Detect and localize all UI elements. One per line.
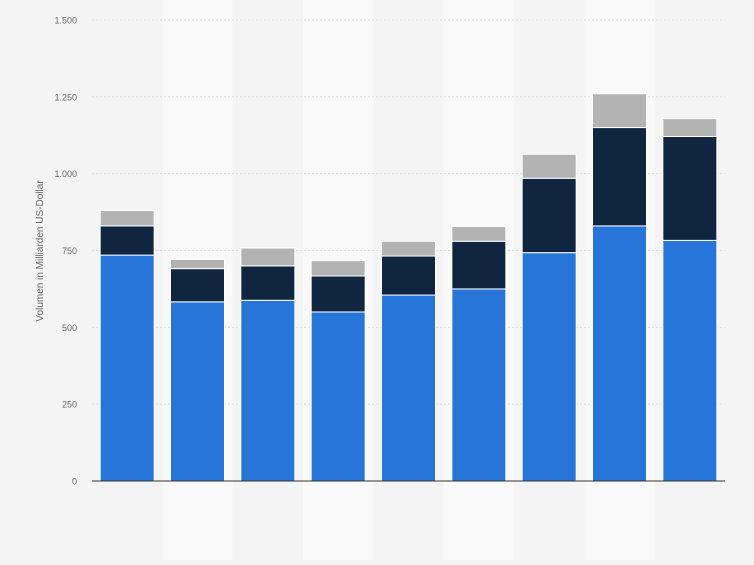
bar-segment-series-2[interactable] bbox=[592, 127, 647, 227]
bar-segment-series-2[interactable] bbox=[381, 255, 436, 296]
bar-segment-series-3[interactable] bbox=[521, 153, 577, 179]
y-tick-label: 1.000 bbox=[54, 169, 77, 179]
bar-segment-series-2[interactable] bbox=[170, 268, 225, 303]
bar-segment-series-1[interactable] bbox=[310, 311, 366, 482]
bar-segment-series-3[interactable] bbox=[592, 93, 647, 129]
bar-segment-series-3[interactable] bbox=[310, 260, 366, 277]
y-tick-label: 500 bbox=[62, 323, 77, 333]
bar-segment-series-3[interactable] bbox=[451, 226, 507, 242]
bar-segment-series-3[interactable] bbox=[662, 118, 718, 137]
bar-segment-series-1[interactable] bbox=[662, 239, 718, 482]
bar-segment-series-1[interactable] bbox=[381, 294, 436, 482]
bar-segment-series-3[interactable] bbox=[170, 258, 225, 270]
bar-segment-series-1[interactable] bbox=[592, 225, 647, 482]
bar-segment-series-1[interactable] bbox=[240, 299, 296, 482]
y-tick-label: 250 bbox=[62, 400, 77, 410]
bar-segment-series-3[interactable] bbox=[99, 210, 155, 227]
bar-segment-series-3[interactable] bbox=[240, 247, 296, 267]
bar-segment-series-2[interactable] bbox=[240, 265, 296, 301]
bar-segment-series-2[interactable] bbox=[451, 240, 507, 290]
bar-segment-series-2[interactable] bbox=[521, 177, 577, 254]
bars bbox=[99, 93, 718, 482]
y-tick-label: 750 bbox=[62, 246, 77, 256]
y-tick-label: 0 bbox=[72, 477, 77, 487]
bar-segment-series-2[interactable] bbox=[310, 275, 366, 313]
bar-segment-series-1[interactable] bbox=[451, 288, 507, 482]
y-axis-label: Volumen in Milliarden US-Dollar bbox=[35, 180, 46, 322]
bar-segment-series-1[interactable] bbox=[170, 301, 225, 482]
bar-segment-series-2[interactable] bbox=[662, 135, 718, 241]
bar-segment-series-2[interactable] bbox=[99, 225, 155, 256]
y-tick-label: 1.500 bbox=[54, 16, 77, 26]
bar-segment-series-1[interactable] bbox=[521, 252, 577, 482]
bar-segment-series-3[interactable] bbox=[381, 240, 436, 257]
y-tick-label: 1.250 bbox=[54, 92, 77, 102]
bar-segment-series-1[interactable] bbox=[99, 254, 155, 482]
y-tick-labels: 0 250 500 750 1.000 1.250 1.500 bbox=[54, 16, 77, 487]
